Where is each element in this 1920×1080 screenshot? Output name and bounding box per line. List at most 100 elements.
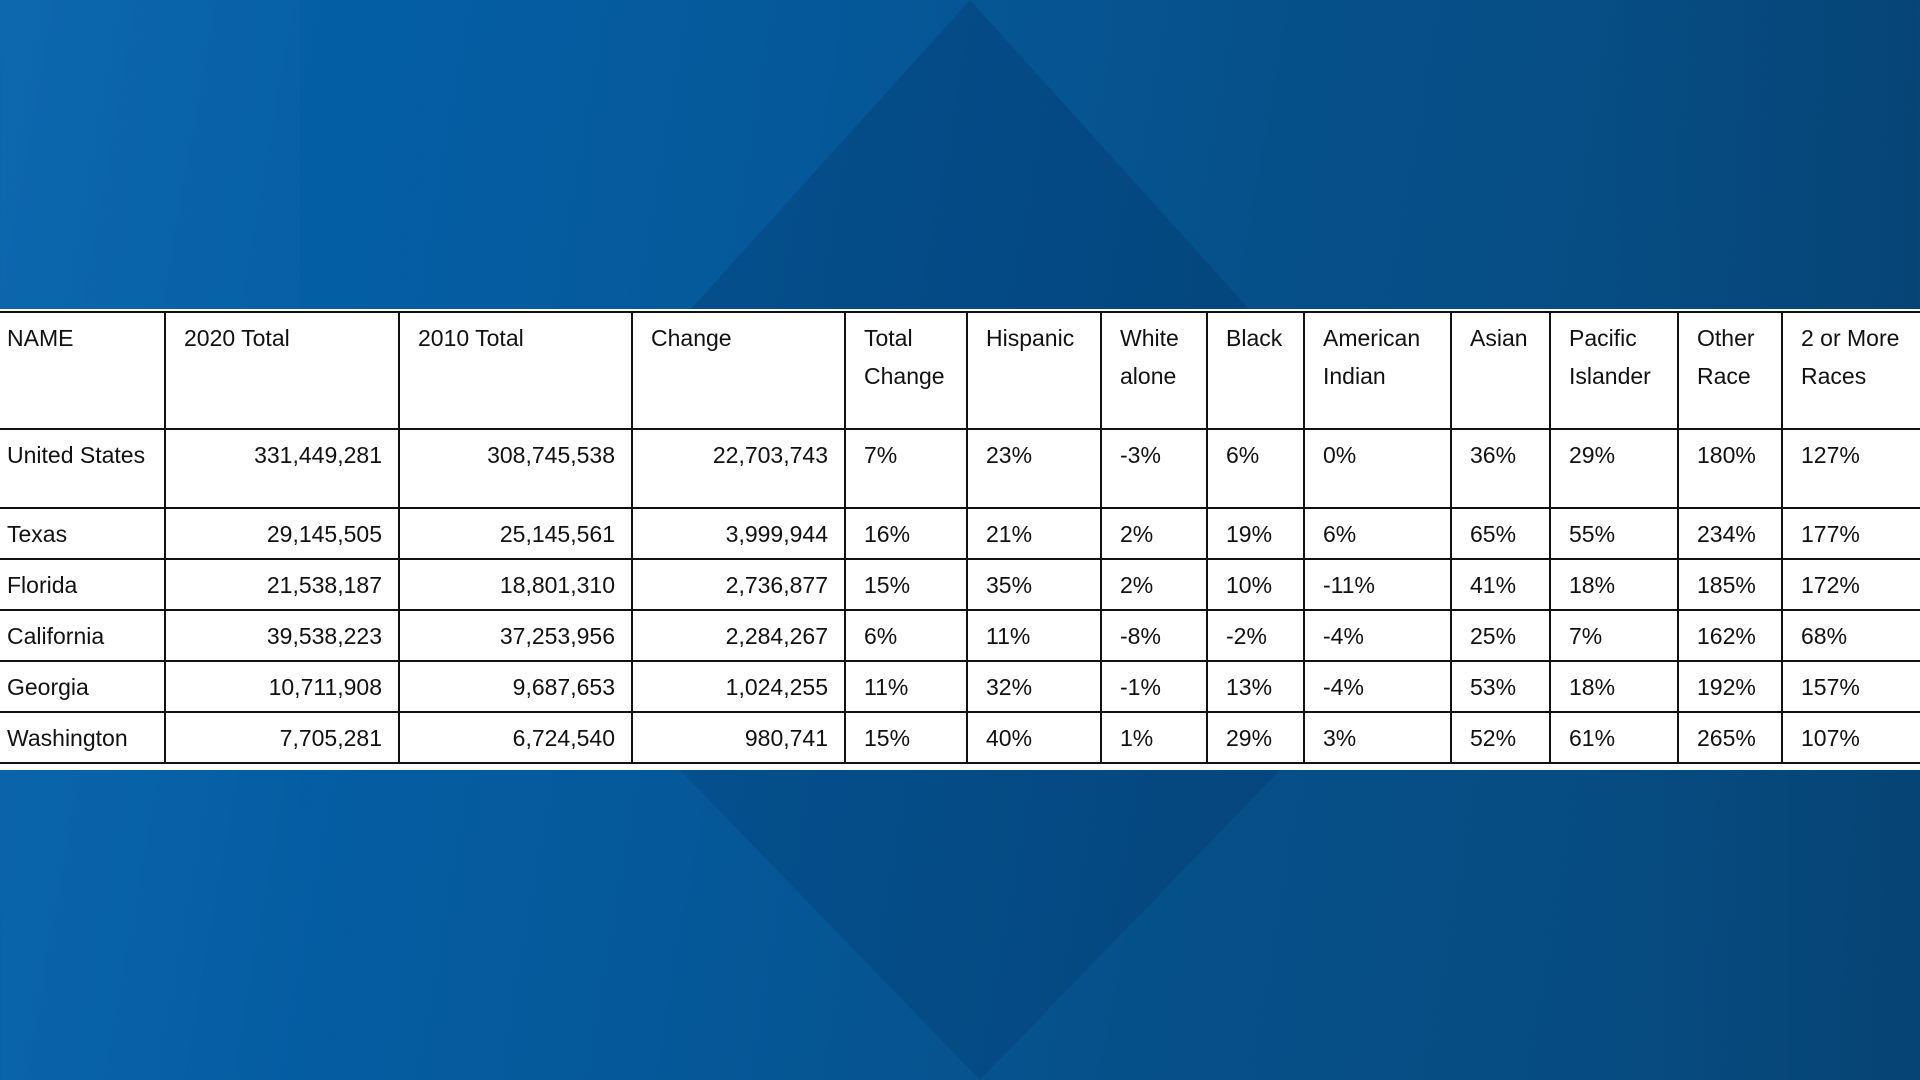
cell-black: 29% [1206,711,1305,764]
cell-white-alone: -8% [1100,609,1208,662]
cell-white-alone: 2% [1100,558,1208,611]
cell-total-change: 16% [844,507,968,560]
cell-american-indian: 6% [1303,507,1452,560]
cell-total-change: 11% [844,660,968,713]
cell-black: 13% [1206,660,1305,713]
cell-name: Georgia [0,660,166,713]
cell-total-change: 6% [844,609,968,662]
cell-hispanic: 32% [966,660,1102,713]
cell-hispanic: 23% [966,428,1102,509]
cell-2010-total: 308,745,538 [398,428,633,509]
cell-2020-total: 39,538,223 [164,609,400,662]
cell-american-indian: 3% [1303,711,1452,764]
cell-change: 3,999,944 [631,507,846,560]
cell-hispanic: 21% [966,507,1102,560]
cell-change: 22,703,743 [631,428,846,509]
table-row-united-states: United States 331,449,281 308,745,538 22… [0,428,1920,509]
cell-two-or-more: 68% [1781,609,1920,662]
header-asian: Asian [1450,311,1551,430]
cell-black: 6% [1206,428,1305,509]
cell-2010-total: 18,801,310 [398,558,633,611]
census-population-change-table: NAME 2020 Total 2010 Total Change Total … [0,311,1920,764]
cell-change: 980,741 [631,711,846,764]
header-2010-total: 2010 Total [398,311,633,430]
cell-name: Florida [0,558,166,611]
cell-other-race: 185% [1677,558,1783,611]
cell-asian: 41% [1450,558,1551,611]
cell-other-race: 192% [1677,660,1783,713]
cell-other-race: 180% [1677,428,1783,509]
table-row-washington: Washington 7,705,281 6,724,540 980,741 1… [0,711,1920,764]
background-triangle-top [690,0,1250,310]
table-row-florida: Florida 21,538,187 18,801,310 2,736,877 … [0,558,1920,611]
cell-black: -2% [1206,609,1305,662]
header-total-change: Total Change [844,311,968,430]
cell-total-change: 15% [844,558,968,611]
table-header-row: NAME 2020 Total 2010 Total Change Total … [0,311,1920,430]
cell-two-or-more: 177% [1781,507,1920,560]
cell-white-alone: -1% [1100,660,1208,713]
cell-black: 19% [1206,507,1305,560]
cell-pacific-islander: 55% [1549,507,1679,560]
cell-other-race: 265% [1677,711,1783,764]
cell-name: Texas [0,507,166,560]
header-black: Black [1206,311,1305,430]
cell-white-alone: 1% [1100,711,1208,764]
cell-asian: 25% [1450,609,1551,662]
cell-name: California [0,609,166,662]
cell-other-race: 162% [1677,609,1783,662]
cell-two-or-more: 127% [1781,428,1920,509]
header-white-alone: White alone [1100,311,1208,430]
cell-2010-total: 25,145,561 [398,507,633,560]
census-table-panel: NAME 2020 Total 2010 Total Change Total … [0,309,1920,770]
cell-hispanic: 40% [966,711,1102,764]
cell-two-or-more: 107% [1781,711,1920,764]
table-row-texas: Texas 29,145,505 25,145,561 3,999,944 16… [0,507,1920,560]
cell-pacific-islander: 61% [1549,711,1679,764]
cell-total-change: 7% [844,428,968,509]
cell-change: 2,284,267 [631,609,846,662]
cell-american-indian: -11% [1303,558,1452,611]
cell-change: 2,736,877 [631,558,846,611]
cell-asian: 52% [1450,711,1551,764]
cell-pacific-islander: 29% [1549,428,1679,509]
cell-white-alone: 2% [1100,507,1208,560]
cell-2010-total: 37,253,956 [398,609,633,662]
cell-2010-total: 6,724,540 [398,711,633,764]
cell-2020-total: 7,705,281 [164,711,400,764]
table-row-georgia: Georgia 10,711,908 9,687,653 1,024,255 1… [0,660,1920,713]
cell-2020-total: 29,145,505 [164,507,400,560]
cell-american-indian: 0% [1303,428,1452,509]
background-triangle-bottom [680,770,1280,1080]
cell-name: Washington [0,711,166,764]
cell-total-change: 15% [844,711,968,764]
cell-american-indian: -4% [1303,660,1452,713]
cell-hispanic: 11% [966,609,1102,662]
header-american-indian: American Indian [1303,311,1452,430]
header-pacific-islander: Pacific Islander [1549,311,1679,430]
cell-other-race: 234% [1677,507,1783,560]
cell-asian: 65% [1450,507,1551,560]
header-name: NAME [0,311,166,430]
table-row-california: California 39,538,223 37,253,956 2,284,2… [0,609,1920,662]
cell-pacific-islander: 18% [1549,558,1679,611]
cell-name: United States [0,428,166,509]
cell-change: 1,024,255 [631,660,846,713]
cell-2020-total: 10,711,908 [164,660,400,713]
cell-hispanic: 35% [966,558,1102,611]
header-2020-total: 2020 Total [164,311,400,430]
header-hispanic: Hispanic [966,311,1102,430]
cell-asian: 36% [1450,428,1551,509]
header-other-race: Other Race [1677,311,1783,430]
cell-2020-total: 21,538,187 [164,558,400,611]
cell-two-or-more: 157% [1781,660,1920,713]
cell-2020-total: 331,449,281 [164,428,400,509]
cell-american-indian: -4% [1303,609,1452,662]
cell-pacific-islander: 18% [1549,660,1679,713]
header-two-or-more-races: 2 or More Races [1781,311,1920,430]
cell-two-or-more: 172% [1781,558,1920,611]
cell-black: 10% [1206,558,1305,611]
cell-asian: 53% [1450,660,1551,713]
cell-white-alone: -3% [1100,428,1208,509]
header-change: Change [631,311,846,430]
